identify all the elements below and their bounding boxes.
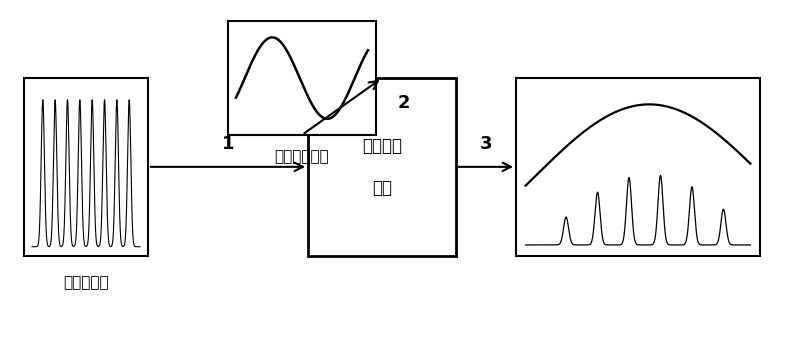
Text: 采样光脉冲: 采样光脉冲 (63, 275, 109, 290)
Bar (228, 21, 376, 135)
Bar (24, 78, 148, 256)
Text: 模拟电流信号: 模拟电流信号 (274, 149, 330, 164)
Text: 2: 2 (398, 94, 410, 112)
Text: 系统: 系统 (372, 179, 392, 197)
Bar (516, 78, 760, 256)
Text: 1: 1 (222, 135, 234, 153)
Text: 电光采样: 电光采样 (362, 137, 402, 154)
Text: 3: 3 (480, 135, 492, 153)
Bar (308, 78, 456, 256)
